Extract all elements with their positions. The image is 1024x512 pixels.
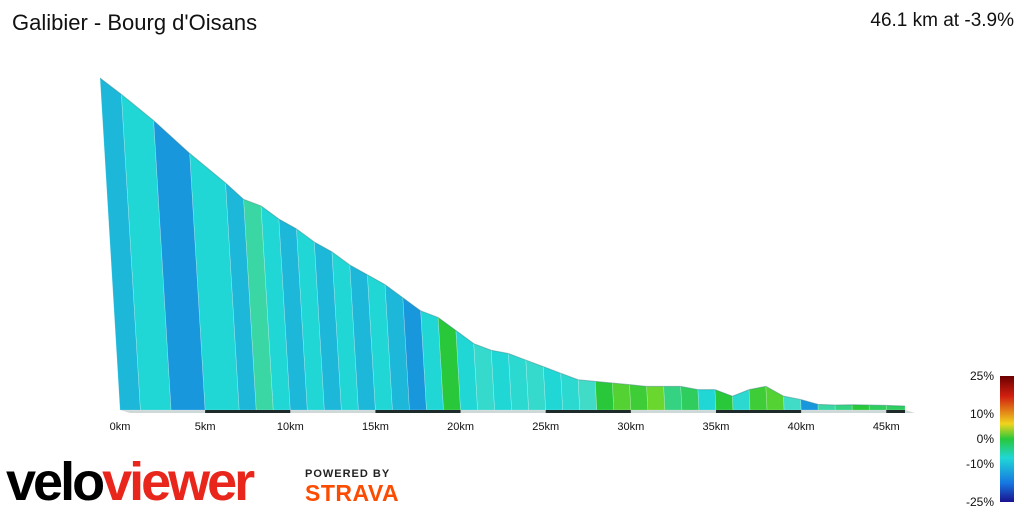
x-tick-label: 40km [787, 421, 815, 433]
gradient-scale-label: 10% [969, 406, 994, 421]
x-tick-label: 15km [361, 421, 389, 433]
logo-viewer-text: viewer [102, 452, 255, 512]
gradient-scale-label: -10% [965, 457, 994, 472]
profile-segment [508, 353, 529, 411]
profile-segment [748, 385, 768, 411]
profile-segment [680, 385, 700, 411]
profile-segment [800, 399, 819, 411]
km-band-marker [886, 410, 905, 413]
profile-segment [646, 386, 666, 411]
x-tick-label: 30km [617, 421, 645, 433]
profile-segment [765, 385, 785, 411]
km-band-marker [545, 410, 631, 413]
gradient-scale-label: 25% [969, 369, 994, 383]
gradient-scale-label: 0% [976, 432, 994, 446]
powered-by-label: POWERED BY [305, 468, 391, 480]
strava-logo: STRAVA [305, 480, 400, 506]
profile-segment [629, 384, 649, 411]
profile-segment [851, 404, 870, 411]
km-band-marker [205, 410, 291, 413]
profile-segment [577, 379, 598, 411]
km-band-marker [715, 410, 802, 413]
veloviewer-logo: veloviewer [6, 452, 255, 512]
logo-velo-text: velo [6, 452, 105, 512]
x-tick-label: 0km [109, 421, 131, 433]
profile-segment [560, 372, 581, 411]
route-title: Galibier - Bourg d'Oisans [12, 10, 258, 35]
profile-segment [663, 386, 683, 411]
x-tick-label: 10km [276, 421, 304, 433]
km-band-marker [375, 410, 461, 413]
profile-segment [594, 381, 615, 411]
gradient-color-scale [1000, 376, 1014, 502]
profile-segment [612, 382, 632, 411]
profile-top-edge [99, 77, 906, 407]
x-tick-label: 35km [702, 421, 730, 433]
x-tick-label: 5km [194, 421, 216, 433]
x-tick-label: 45km [872, 421, 900, 433]
profile-segment [834, 404, 853, 411]
route-summary: 46.1 km at -3.9% [870, 10, 1014, 31]
x-tick-label: 20km [447, 421, 475, 433]
elevation-profile-chart [99, 77, 915, 413]
x-tick-label: 25km [532, 421, 560, 433]
profile-segment [697, 389, 717, 411]
gradient-scale-label: -25% [965, 495, 994, 509]
profile-segment [525, 359, 547, 411]
